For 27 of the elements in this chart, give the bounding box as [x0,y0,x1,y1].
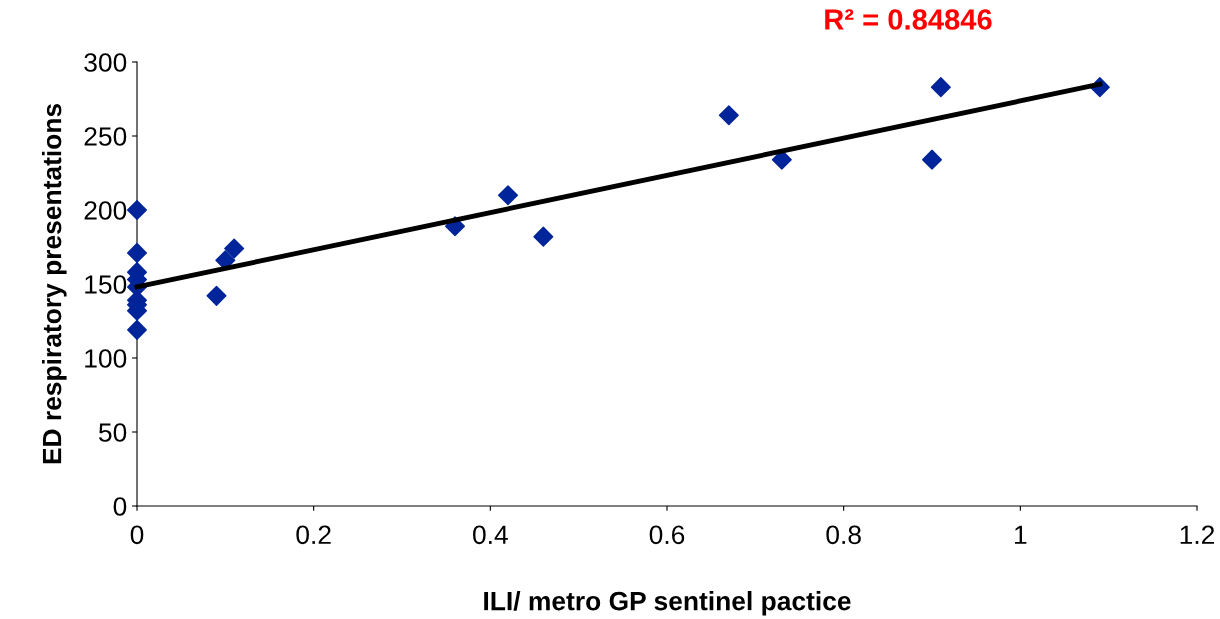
y-tick-label: 150 [85,275,127,294]
point [930,77,951,98]
y-tick-label: 50 [98,423,127,442]
point [126,319,148,340]
point [921,149,943,170]
y-tick-label: 300 [84,53,127,72]
point [126,242,148,263]
x-axis-title: ILI/ metro GP sentinel pactice [484,591,851,616]
x-tick-label: 0.4 [473,525,508,545]
y-tick-label: 0 [113,497,127,516]
x-tick-label: 1.2 [1180,525,1215,544]
y-tick-label: 250 [84,127,127,146]
text: R² = 0.84846 [825,9,992,30]
x-tick-label: 1 [1015,525,1027,544]
y-tick-label: 100 [85,349,127,368]
point [718,105,739,126]
x-tick-label: 0.8 [826,525,861,545]
point [533,226,554,247]
x-tick-label: 0 [130,525,144,545]
x-tick-label: 0.6 [649,525,685,545]
y-axis-title: ED respiratory presentations [41,103,67,464]
point [497,185,519,206]
point [206,285,227,306]
point [126,199,148,221]
y-tick-label: 200 [84,201,127,220]
point [224,238,245,259]
x-tick-label: 0.2 [296,525,331,545]
